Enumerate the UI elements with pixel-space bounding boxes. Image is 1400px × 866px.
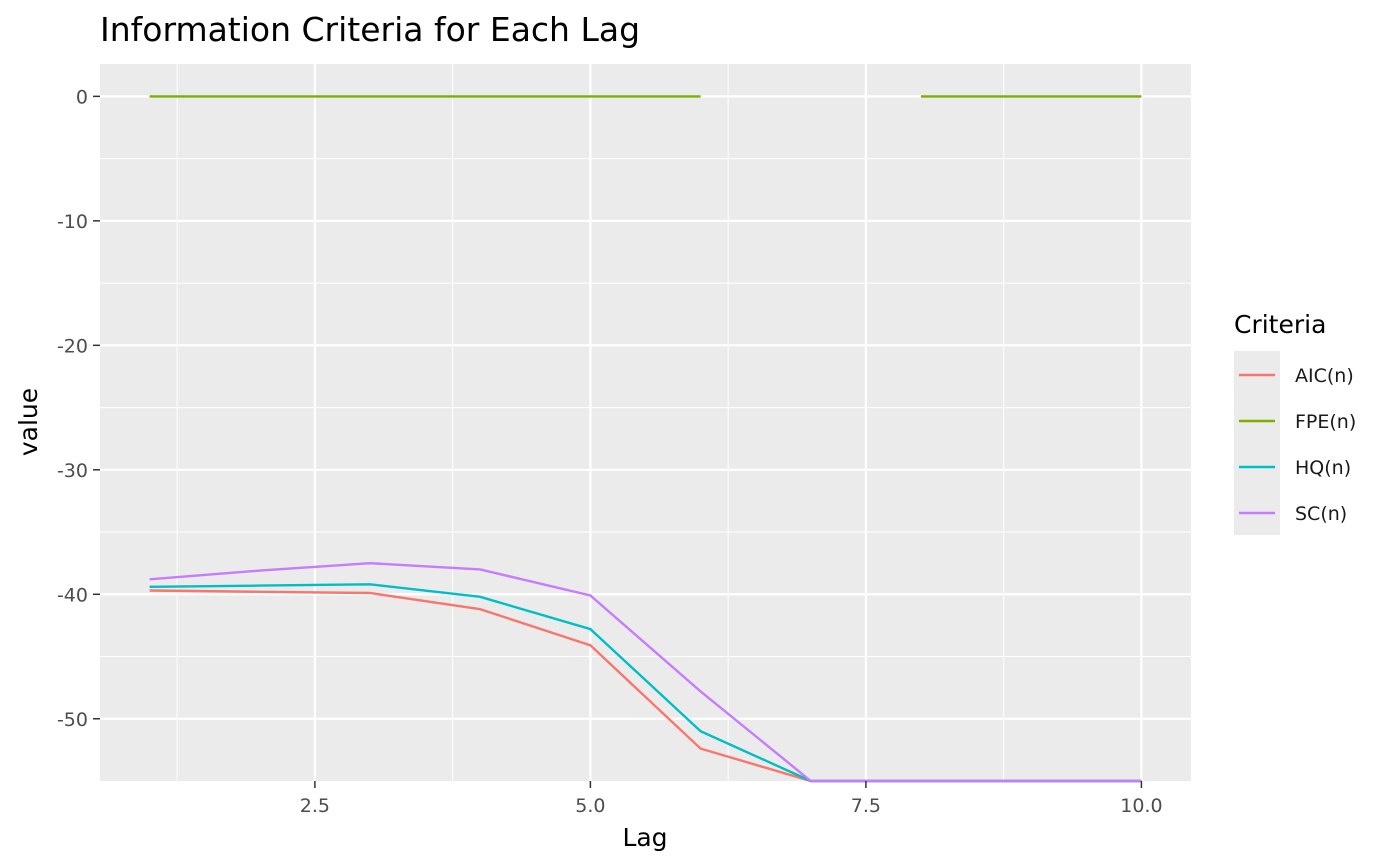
series-lines (149, 95, 1142, 783)
legend-key-background (1234, 351, 1280, 535)
x-tick-label: 2.5 (300, 795, 330, 817)
legend: Criteria AIC(n) FPE(n) HQ(n) SC(n) (1234, 310, 1356, 535)
y-tick-label: -40 (57, 584, 88, 606)
legend-items: AIC(n) FPE(n) HQ(n) SC(n) (1239, 365, 1356, 525)
y-tick-label: 0 (76, 86, 88, 108)
major-gridlines (100, 64, 1191, 781)
chart-title: Information Criteria for Each Lag (100, 10, 640, 49)
y-tick-label: -10 (57, 211, 88, 233)
x-tick-label: 5.0 (575, 795, 605, 817)
legend-title: Criteria (1234, 310, 1326, 339)
legend-label-aic-n: AIC(n) (1295, 365, 1354, 387)
y-axis: 0 -10 -20 -30 -40 -50 (57, 86, 100, 731)
x-tick-label: 10.0 (1120, 795, 1162, 817)
series-line-sc-n (149, 561, 1142, 783)
minor-gridlines (100, 64, 1191, 781)
y-axis-title: value (14, 388, 43, 456)
legend-label-sc-n: SC(n) (1295, 503, 1347, 525)
x-axis-title: Lag (622, 823, 667, 852)
x-axis: 2.5 5.0 7.5 10.0 (300, 781, 1163, 817)
legend-label-hq-n: HQ(n) (1295, 457, 1351, 479)
x-tick-label: 7.5 (851, 795, 881, 817)
legend-label-fpe-n: FPE(n) (1295, 411, 1356, 433)
y-tick-label: -20 (57, 335, 88, 357)
plot-panel (100, 64, 1191, 781)
y-tick-label: -30 (57, 460, 88, 482)
y-tick-label: -50 (57, 709, 88, 731)
